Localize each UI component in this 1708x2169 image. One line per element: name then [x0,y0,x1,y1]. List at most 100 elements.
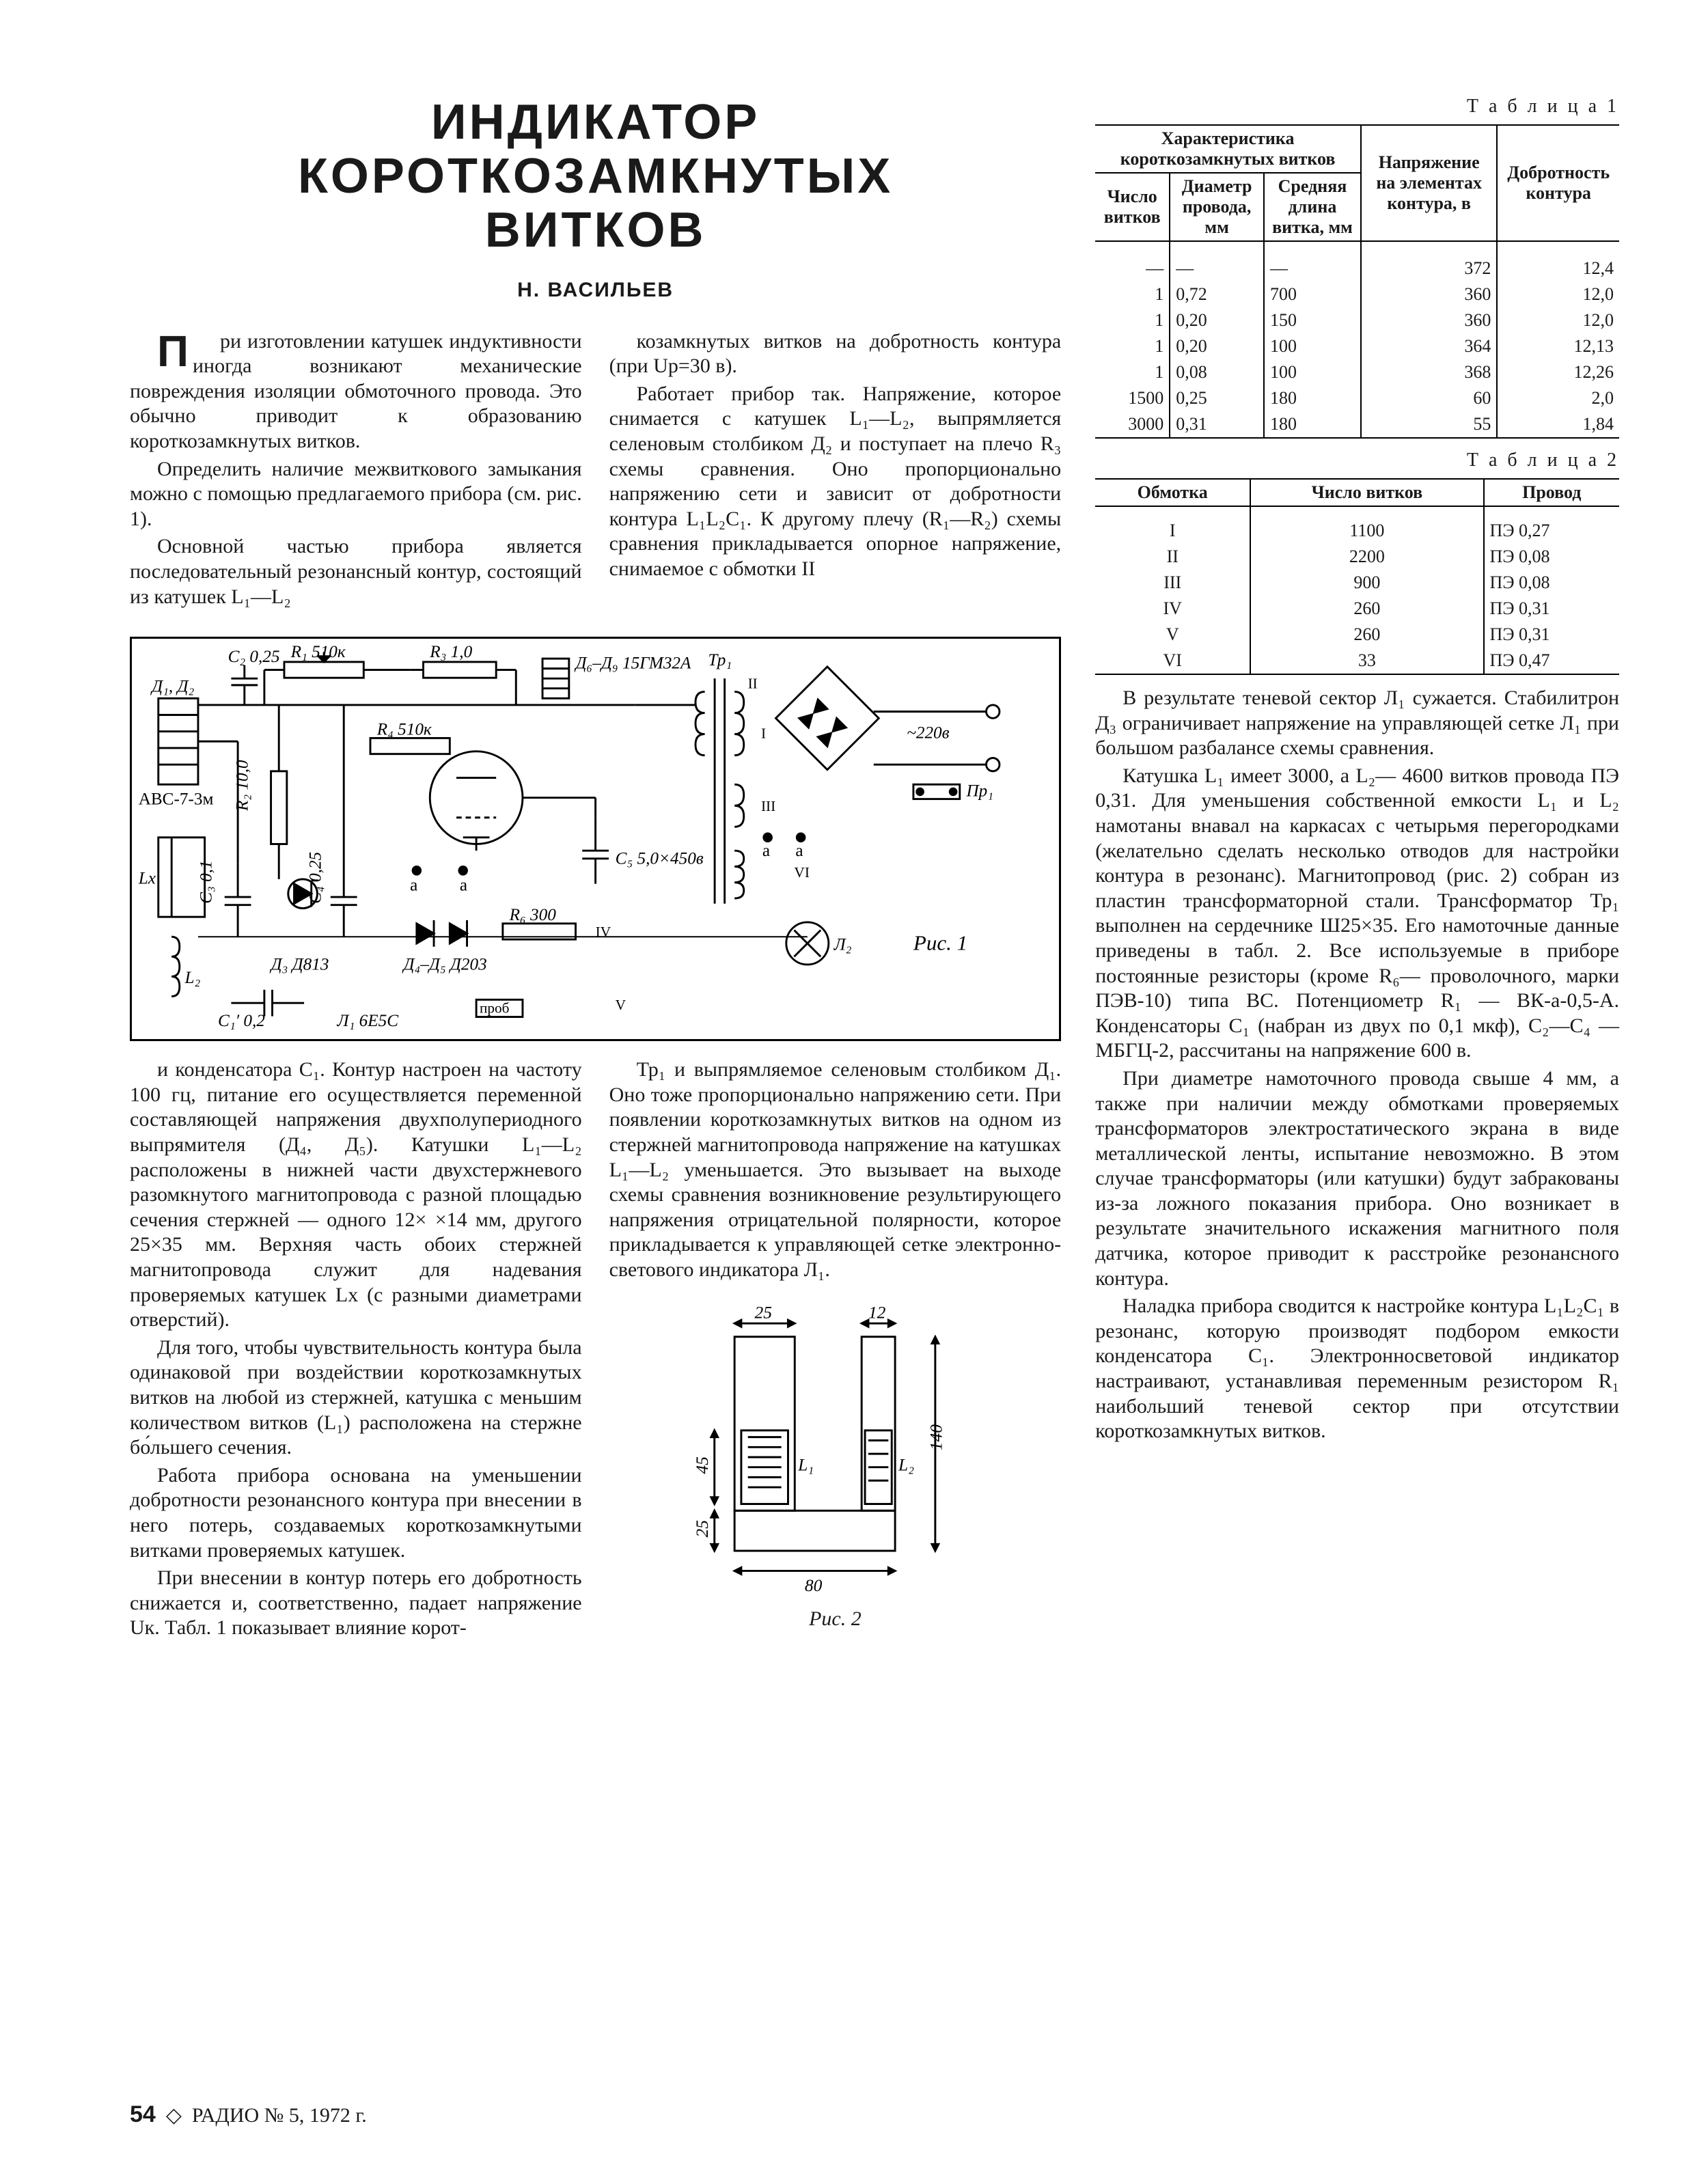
svg-text:80: 80 [805,1575,823,1594]
table-cell: 360 [1361,307,1497,333]
table-2-col-turns: Число витков [1250,479,1483,506]
right-text: В результате теневой сектор Л₁ сужается.… [1095,686,1619,1444]
para: Работает прибор так. Напряжение, которое… [609,382,1062,582]
right-block: Т а б л и ц а 1 Характеристика короткоза… [1095,96,1619,1641]
para: Определить наличие межвиткового замыкани… [130,457,582,532]
table-cell: ПЭ 0,08 [1484,544,1619,570]
table-row: V260ПЭ 0,31 [1095,622,1619,648]
svg-text:V: V [616,996,626,1012]
svg-text:a: a [762,842,770,860]
table-1-col-turns: Число витков [1095,173,1170,241]
figure-2-svg: L₁ L₂ 25 12 140 [674,1297,995,1604]
svg-text:III: III [761,798,775,814]
table-cell: 100 [1264,333,1361,359]
svg-text:C₅ 5,0×450в: C₅ 5,0×450в [616,849,704,868]
para: Тр₁ и выпрямляемое селеновым столбиком Д… [609,1058,1062,1282]
table-row: 30000,31180551,84 [1095,411,1619,438]
table-row: I1100ПЭ 0,27 [1095,506,1619,544]
table-1-group-header: Характеристика короткозамкнутых витков [1095,125,1361,173]
table-row: ———37212,4 [1095,241,1619,281]
table-cell: ПЭ 0,27 [1484,506,1619,544]
table-1-label: Т а б л и ц а 1 [1095,96,1619,118]
svg-text:25: 25 [755,1302,772,1322]
left-block: ИНДИКАТОР КОРОТКОЗАМКНУТЫХ ВИТКОВ Н. ВАС… [130,96,1061,1641]
author: Н. ВАСИЛЬЕВ [130,279,1061,302]
table-cell: 12,0 [1497,281,1619,307]
table-row: 15000,25180602,0 [1095,385,1619,411]
table-1-col-q: Добротность контура [1497,125,1619,241]
article-title: ИНДИКАТОР КОРОТКОЗАМКНУТЫХ ВИТКОВ [130,96,1061,258]
svg-text:Л₂: Л₂ [834,935,852,954]
svg-text:Рис. 1: Рис. 1 [913,930,967,954]
table-cell: 0,72 [1170,281,1264,307]
svg-text:проб: проб [480,999,510,1016]
svg-text:12: 12 [868,1302,886,1322]
para: Для того, чтобы чувствительность контура… [130,1336,582,1461]
para: При диаметре намоточного провода свыше 4… [1095,1066,1619,1291]
para: При внесении в контур потерь его добротн… [130,1566,582,1641]
table-row: II2200ПЭ 0,08 [1095,544,1619,570]
table-cell: 0,20 [1170,333,1264,359]
svg-text:45: 45 [692,1456,712,1474]
svg-text:VI: VI [794,864,810,881]
table-cell: — [1170,241,1264,281]
table-cell: 360 [1361,281,1497,307]
para: и конденсатора C₁. Контур настроен на ча… [130,1058,582,1333]
svg-text:АВС-7-3м: АВС-7-3м [139,790,214,808]
svg-text:a: a [460,876,467,894]
para: Наладка прибора сводится к настройке кон… [1095,1294,1619,1444]
table-cell: 1 [1095,281,1170,307]
table-cell: 364 [1361,333,1497,359]
svg-text:Д₆–Д₉ 15ГМ32А: Д₆–Д₉ 15ГМ32А [575,654,692,672]
table-cell: I [1095,506,1250,544]
table-cell: 372 [1361,241,1497,281]
table-cell: 0,20 [1170,307,1264,333]
table-cell: 1,84 [1497,411,1619,438]
table-1: Характеристика короткозамкнутых витков Н… [1095,124,1619,439]
table-cell: III [1095,570,1250,596]
table-cell: 260 [1250,596,1483,622]
table-cell: 1 [1095,333,1170,359]
source-line: РАДИО № 5, 1972 г. [192,2104,367,2127]
table-cell: 1500 [1095,385,1170,411]
table-cell: 150 [1264,307,1361,333]
figure-2-caption: Рис. 2 [609,1607,1062,1632]
table-cell: IV [1095,596,1250,622]
table-cell: 2,0 [1497,385,1619,411]
svg-text:R₃ 1,0: R₃ 1,0 [429,643,472,661]
title-line-2: КОРОТКОЗАМКНУТЫХ [298,149,893,204]
table-cell: 100 [1264,359,1361,385]
table-cell: 260 [1250,622,1483,648]
table-cell: 1 [1095,359,1170,385]
para: Катушка L₁ имеет 3000, а L₂— 4600 витков… [1095,764,1619,1064]
para: В результате теневой сектор Л₁ сужается.… [1095,686,1619,761]
table-row: III900ПЭ 0,08 [1095,570,1619,596]
svg-text:Д₄–Д₅ Д203: Д₄–Д₅ Д203 [402,955,486,973]
table-cell: 60 [1361,385,1497,411]
svg-text:R₄ 510к: R₄ 510к [376,720,432,738]
title-line-3: ВИТКОВ [485,203,706,258]
body-text: и конденсатора C₁. Контур настроен на ча… [130,1058,1061,1641]
table-cell: ПЭ 0,47 [1484,648,1619,674]
footer: 54 ◇ РАДИО № 5, 1972 г. [130,2101,367,2128]
para: Работа прибора основана на уменьшении до… [130,1463,582,1563]
table-2-label: Т а б л и ц а 2 [1095,450,1619,471]
svg-text:a: a [410,876,417,894]
table-cell: 55 [1361,411,1497,438]
svg-text:L₂: L₂ [184,969,201,987]
table-1-col-volt: Напряжение на элементах контура, в [1361,125,1497,241]
svg-text:R₁ 510к: R₁ 510к [290,643,346,661]
svg-text:IV: IV [596,924,611,940]
table-cell: 12,26 [1497,359,1619,385]
figure-2: L₁ L₂ 25 12 140 [609,1297,1062,1632]
figure-1-schematic: Д₁, Д₂ АВС-7-3м Lx L₂ C₂ 0,25 [130,637,1061,1042]
table-cell: 180 [1264,385,1361,411]
svg-text:a: a [795,842,803,860]
svg-text:C₂ 0,25: C₂ 0,25 [228,647,280,665]
svg-text:I: I [761,725,766,741]
table-2-col-wire: Провод [1484,479,1619,506]
table-cell: 12,4 [1497,241,1619,281]
table-row: 10,2015036012,0 [1095,307,1619,333]
svg-text:C₁′ 0,2: C₁′ 0,2 [218,1012,265,1030]
table-row: 10,0810036812,26 [1095,359,1619,385]
